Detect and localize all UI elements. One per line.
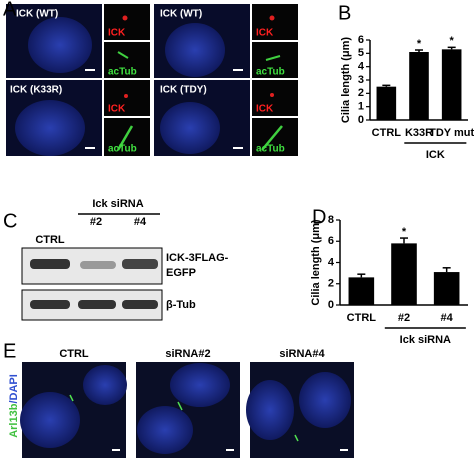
image-title: ICK (K33R) (10, 85, 62, 96)
panel-label: C (3, 210, 17, 232)
blot (21, 247, 163, 321)
side-label: Arl13b/DAPI (8, 374, 20, 438)
x-tick-label: CTRL (347, 312, 377, 324)
y-tick-label: 6 (328, 235, 334, 247)
inset-label: ICK (108, 104, 126, 115)
inset-label: ICK (256, 28, 274, 39)
y-tick-label: 8 (328, 214, 334, 226)
bar (433, 272, 460, 305)
bar (348, 277, 375, 305)
panel-e-images (20, 362, 354, 458)
inset-label: acTub (256, 144, 285, 155)
bar (409, 52, 429, 120)
blot-label: β-Tub (166, 299, 196, 311)
group-label: Ick siRNA (92, 198, 143, 210)
image-title: siRNA#4 (279, 348, 325, 360)
significance-marker: * (402, 226, 407, 238)
x-tick-label: TDY mut (429, 127, 474, 139)
image-title: CTRL (59, 348, 89, 360)
y-tick-label: 1 (358, 101, 364, 113)
y-tick-label: 4 (328, 256, 335, 268)
lane-label: #2 (90, 216, 102, 228)
y-axis-label: Cilia length (μm) (340, 37, 352, 124)
bar (391, 243, 417, 305)
image-title: ICK (TDY) (160, 85, 207, 96)
bar (376, 86, 397, 120)
lane-label: CTRL (35, 234, 65, 246)
group-label: Ick siRNA (400, 334, 451, 346)
side-label-part: Arl13b (8, 403, 20, 438)
blot-label: EGFP (166, 267, 196, 279)
significance-marker: * (417, 38, 422, 50)
inset-label: acTub (108, 144, 137, 155)
panel-label: E (3, 340, 16, 362)
y-tick-label: 6 (358, 34, 364, 46)
y-tick-label: 0 (328, 299, 334, 311)
bar (441, 49, 462, 121)
inset-label: ICK (108, 28, 126, 39)
x-tick-label: K33R (405, 127, 433, 139)
x-tick-label: #4 (441, 312, 454, 324)
significance-marker: * (450, 35, 455, 47)
image-title: ICK (WT) (160, 9, 202, 20)
inset-label: ICK (256, 104, 274, 115)
y-tick-label: 5 (358, 47, 364, 59)
panel-a-images (6, 4, 298, 156)
x-tick-label: CTRL (372, 127, 402, 139)
group-label: ICK (426, 149, 445, 161)
y-axis-label: Cilia length (μm) (310, 219, 322, 306)
panel-label: B (338, 2, 351, 24)
inset-label: acTub (108, 67, 137, 78)
y-tick-label: 4 (358, 61, 365, 73)
side-label-part: /DAPI (8, 374, 20, 403)
y-tick-label: 3 (358, 74, 364, 86)
image-title: siRNA#2 (165, 348, 210, 360)
blot-label: ICK-3FLAG- (166, 252, 229, 264)
x-tick-label: #2 (398, 312, 410, 324)
y-tick-label: 2 (358, 87, 364, 99)
image-title: ICK (WT) (16, 9, 58, 20)
panel-label: D (312, 206, 326, 228)
y-tick-label: 2 (328, 278, 334, 290)
lane-label: #4 (134, 216, 147, 228)
panel-label: A (3, 0, 17, 20)
y-tick-label: 0 (358, 114, 364, 126)
inset-label: acTub (256, 67, 285, 78)
